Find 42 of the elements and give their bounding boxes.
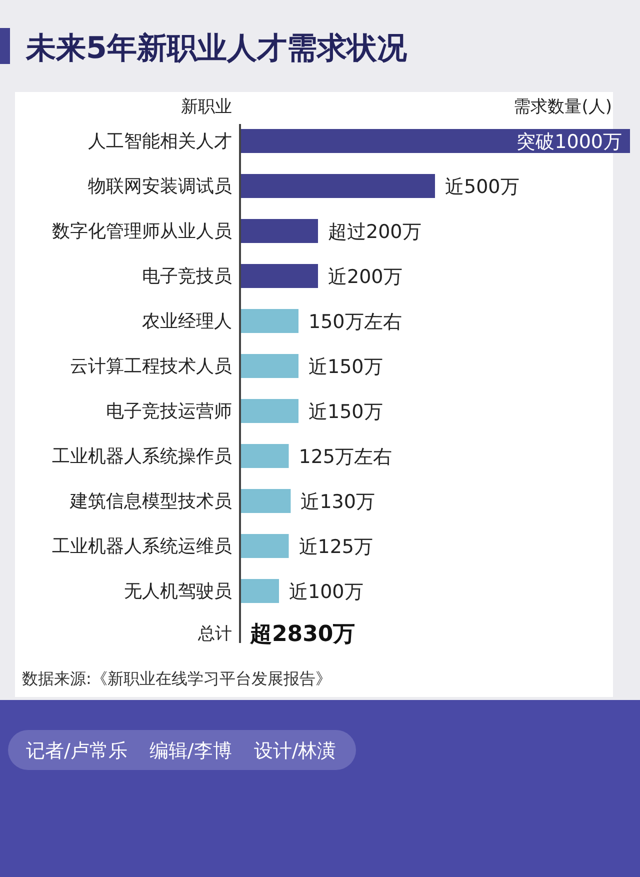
data-label: 突破1000万 [516, 131, 622, 153]
annotation: 超2830万 [249, 622, 356, 647]
data-label: 125万左右 [298, 446, 392, 468]
data-label: 近150万 [308, 356, 383, 378]
chart-title: 未来5年新职业人才需求状况 [25, 31, 408, 66]
bar [240, 354, 298, 378]
text: 总计 [197, 624, 232, 644]
y-tick-label: 无人机驾驶员 [124, 581, 232, 602]
text: 设计/林潢 [254, 740, 336, 762]
text: 记者/卢常乐 [26, 740, 128, 762]
y-tick-label: 建筑信息模型技术员 [69, 491, 232, 512]
data-label: 近130万 [300, 491, 375, 513]
y-tick-label: 电子竞技运营师 [106, 401, 232, 422]
bar [240, 219, 318, 243]
y-tick-label: 人工智能相关人才 [88, 131, 232, 152]
data-label: 近150万 [308, 401, 383, 423]
y-tick-label: 农业经理人 [142, 311, 232, 332]
bar [240, 534, 289, 558]
data-label: 近500万 [445, 176, 520, 198]
data-label: 近125万 [298, 536, 374, 558]
y-tick-label: 工业机器人系统运维员 [52, 536, 232, 557]
data-label: 150万左右 [308, 311, 402, 333]
y-tick-label: 数字化管理师从业人员 [52, 221, 232, 242]
y-tick-label: 物联网安装调试员 [88, 176, 232, 197]
text: 编辑/李博 [149, 740, 232, 762]
bar [240, 129, 630, 153]
bar [240, 579, 279, 603]
x-axis-title: 需求数量(人) [514, 97, 612, 117]
data-label: 超过200万 [328, 221, 422, 243]
bar [240, 309, 298, 333]
y-tick-label: 工业机器人系统操作员 [52, 446, 232, 467]
bar [240, 174, 435, 198]
bar [240, 444, 289, 468]
y-tick-label: 电子竞技员 [142, 266, 232, 287]
y-axis-title: 新职业 [181, 97, 232, 117]
bar [240, 489, 291, 513]
bar [240, 399, 298, 423]
data-label: 近100万 [289, 581, 364, 603]
bar [240, 264, 318, 288]
data-label: 近200万 [328, 266, 402, 288]
source-note: 数据来源:《新职业在线学习平台发展报告》 [22, 669, 332, 688]
y-tick-label: 云计算工程技术人员 [70, 356, 232, 377]
